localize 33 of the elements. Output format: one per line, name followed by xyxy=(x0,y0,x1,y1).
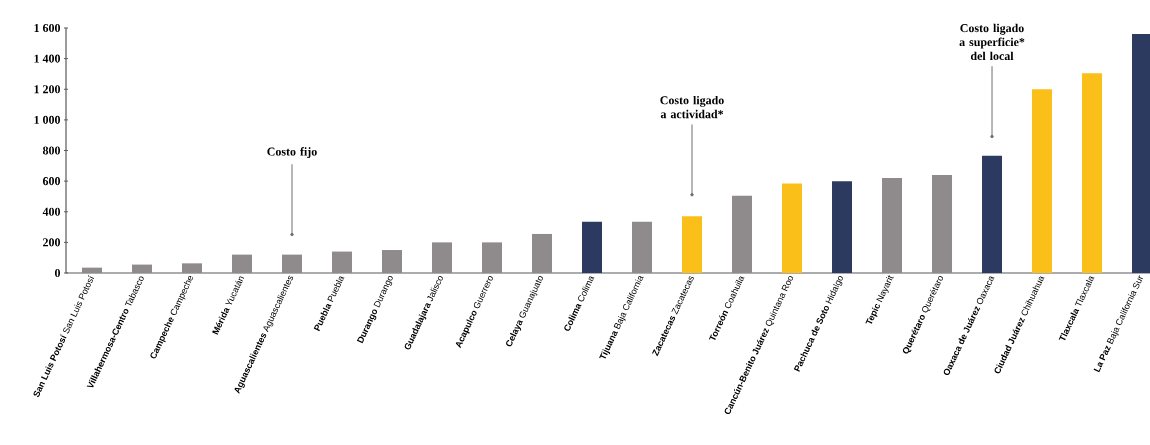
y-tick-label: 600 xyxy=(42,177,61,186)
annotation: Costo ligado a actividad* xyxy=(660,95,724,119)
bar xyxy=(1082,73,1103,273)
bar xyxy=(682,216,703,273)
bar xyxy=(782,183,803,273)
bar xyxy=(382,250,402,273)
bar xyxy=(182,263,202,273)
bar xyxy=(632,221,653,273)
bar xyxy=(482,242,503,273)
y-tick-label: 800 xyxy=(42,146,61,155)
bar xyxy=(832,181,853,273)
bar xyxy=(582,221,603,273)
y-tick-label: 1 400 xyxy=(34,54,61,63)
bar xyxy=(82,267,102,273)
y-tick-label: 1 000 xyxy=(34,115,61,124)
y-tick-label: 1 200 xyxy=(34,85,61,94)
bar xyxy=(932,175,953,273)
y-tick-label: 1 600 xyxy=(34,23,61,33)
bar xyxy=(982,155,1003,273)
bar xyxy=(432,242,453,273)
bar xyxy=(882,178,903,273)
bar xyxy=(532,233,553,273)
bar xyxy=(732,195,753,273)
y-tick-label: 200 xyxy=(43,238,61,247)
y-tick-label: 0 xyxy=(54,268,61,278)
bar xyxy=(232,254,252,273)
annotation: Costo fijo xyxy=(267,147,317,159)
y-tick-label: 400 xyxy=(42,207,61,216)
bar xyxy=(1032,89,1053,273)
bar xyxy=(282,254,302,273)
bar xyxy=(332,251,352,273)
bar xyxy=(132,264,152,273)
annotation: Costo ligado a superficie* del local xyxy=(959,23,1025,61)
